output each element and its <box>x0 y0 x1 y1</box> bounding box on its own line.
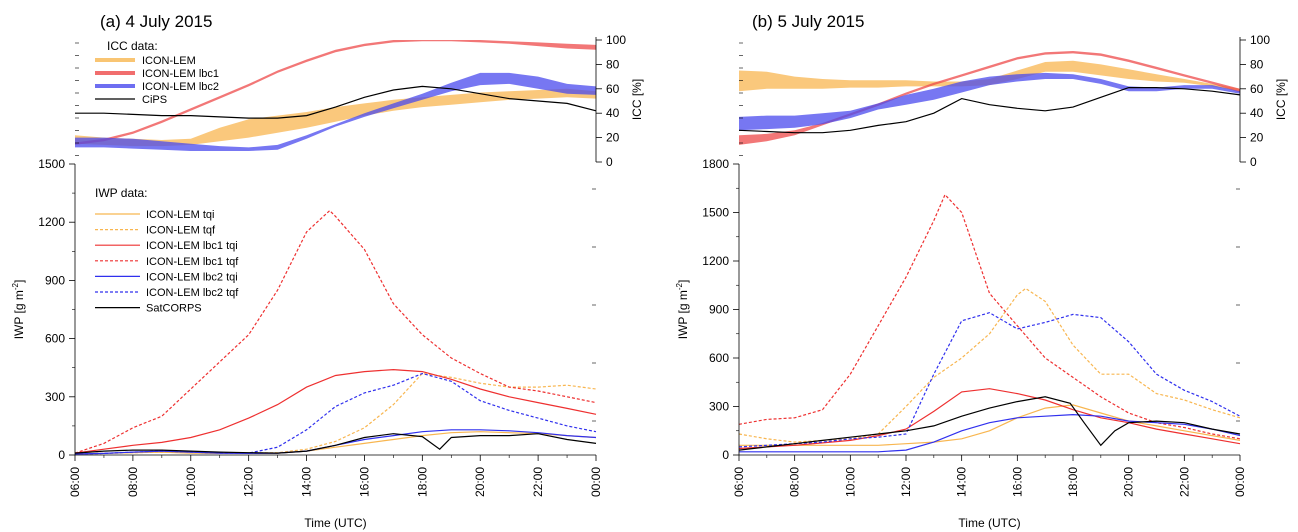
icc-y-tick-label: 40 <box>1250 106 1264 120</box>
x-tick-label: 10:00 <box>184 467 198 497</box>
x-tick-label: 18:00 <box>1066 467 1080 497</box>
icc-y-tick-label: 60 <box>606 82 620 96</box>
x-axis-title: Time (UTC) <box>958 516 1020 530</box>
iwp-y-tick-label: 1800 <box>702 157 729 171</box>
iwp-y-axis-title: IWP [g m-2] <box>675 280 690 340</box>
iwp-y-axis-title: IWP [g m-2] <box>11 280 26 340</box>
iwp-line-icon-lem-lbc1-tqf <box>738 193 1241 440</box>
icc-legend-label: ICON-LEM <box>142 55 196 67</box>
iwp-legend-label: ICON-LEM tqf <box>146 225 216 237</box>
x-tick-label: 00:00 <box>589 467 603 497</box>
icc-line-cips <box>738 86 1241 134</box>
iwp-line-satcorps <box>738 396 1241 451</box>
x-tick-label: 16:00 <box>357 467 371 497</box>
icc-legend-label: ICON-LEM lbc1 <box>142 68 219 80</box>
icc-band-icon-lem <box>75 88 596 147</box>
iwp-y-tick-label: 1200 <box>38 215 65 229</box>
iwp-line-icon-lem-lbc2-tqi <box>739 413 1241 453</box>
x-tick-label: 14:00 <box>300 467 314 497</box>
panel-title: (b) 5 July 2015 <box>752 12 864 31</box>
iwp-y-tick-label: 900 <box>709 303 729 317</box>
iwp-legend-label: ICON-LEM tqi <box>146 209 214 221</box>
icc-y-tick-label: 80 <box>606 57 620 71</box>
icc-y-tick-label: 100 <box>1250 33 1270 47</box>
iwp-line-icon-lem-lbc1-tqi <box>74 368 597 454</box>
x-tick-label: 06:00 <box>732 467 746 497</box>
iwp-y-tick-label: 1500 <box>702 206 729 220</box>
icc-line-cips <box>75 85 597 119</box>
icc-y-tick-label: 40 <box>606 106 620 120</box>
iwp-legend-label: SatCORPS <box>146 303 202 315</box>
iwp-legend-title: IWP data: <box>95 186 147 200</box>
iwp-line-icon-lem-lbc2-tqf <box>738 312 1241 448</box>
panel-b: (b) 5 July 2015 0 20 40 60 80 100 ICC [%] 0 300 60… <box>675 12 1288 530</box>
icc-y-tick-label: 0 <box>1250 155 1257 169</box>
iwp-line-icon-lem-lbc1-tqi <box>738 388 1241 450</box>
x-tick-label: 12:00 <box>899 467 913 497</box>
iwp-y-tick-label: 600 <box>709 351 729 365</box>
iwp-legend-label: ICON-LEM lbc2 tqf <box>146 287 239 299</box>
x-tick-label: 20:00 <box>1122 467 1136 497</box>
icc-y-tick-label: 20 <box>1250 131 1264 145</box>
x-tick-label: 20:00 <box>473 467 487 497</box>
x-tick-label: 06:00 <box>68 467 82 497</box>
icc-y-tick-label: 100 <box>606 33 626 47</box>
x-tick-label: 14:00 <box>955 467 969 497</box>
x-tick-label: 10:00 <box>843 467 857 497</box>
icc-band-icon-lem-lbc1 <box>75 40 596 145</box>
icc-band-icon-lem <box>739 60 1240 92</box>
panel-title: (a) 4 July 2015 <box>100 12 212 31</box>
x-tick-label: 12:00 <box>242 467 256 497</box>
icc-y-tick-label: 0 <box>606 155 613 169</box>
x-tick-label: 00:00 <box>1233 467 1247 497</box>
iwp-y-tick-label: 0 <box>58 448 65 462</box>
icc-y-axis-title: ICC [%] <box>630 79 644 120</box>
iwp-y-tick-label: 1500 <box>38 157 65 171</box>
x-tick-label: 22:00 <box>1177 467 1191 497</box>
iwp-y-tick-label: 600 <box>45 332 65 346</box>
x-tick-label: 08:00 <box>126 467 140 497</box>
x-tick-label: 16:00 <box>1010 467 1024 497</box>
iwp-y-tick-label: 300 <box>45 390 65 404</box>
x-tick-label: 08:00 <box>788 467 802 497</box>
x-axis-title: Time (UTC) <box>304 516 366 530</box>
icc-legend-label: CiPS <box>142 94 167 106</box>
iwp-y-tick-label: 900 <box>45 273 65 287</box>
x-tick-label: 22:00 <box>531 467 545 497</box>
iwp-line-icon-lem-lbc2-tqf <box>74 372 597 455</box>
x-tick-label: 18:00 <box>415 467 429 497</box>
iwp-line-icon-lem-tqi <box>739 404 1241 446</box>
icc-legend-label: ICON-LEM lbc2 <box>142 81 219 93</box>
icc-band-icon-lem-lbc2 <box>739 72 1240 131</box>
iwp-y-tick-label: 0 <box>722 448 729 462</box>
iwp-line-icon-lem-lbc1-tqf <box>74 209 597 454</box>
icc-band-icon-lem-lbc1 <box>739 51 1240 145</box>
icc-band-icon-lem-lbc2 <box>75 72 596 151</box>
panel-a: (a) 4 July 2015 0 20 40 60 80 100 ICC [%] 0 300 60… <box>11 12 644 530</box>
iwp-line-icon-lem-tqf <box>738 287 1241 443</box>
iwp-legend-label: ICON-LEM lbc2 tqi <box>146 271 238 283</box>
iwp-legend-label: ICON-LEM lbc1 tqi <box>146 240 238 252</box>
icc-y-axis-title: ICC [%] <box>1274 79 1288 120</box>
iwp-y-tick-label: 1200 <box>702 254 729 268</box>
iwp-line-satcorps <box>74 433 597 454</box>
iwp-y-tick-label: 300 <box>709 400 729 414</box>
icc-y-tick-label: 20 <box>606 131 620 145</box>
iwp-legend-label: ICON-LEM lbc1 tqf <box>146 256 239 268</box>
icc-y-tick-label: 60 <box>1250 82 1264 96</box>
icc-legend-title: ICC data: <box>107 39 158 53</box>
iwp-line-icon-lem-tqf <box>74 372 597 455</box>
icc-y-tick-label: 80 <box>1250 57 1264 71</box>
